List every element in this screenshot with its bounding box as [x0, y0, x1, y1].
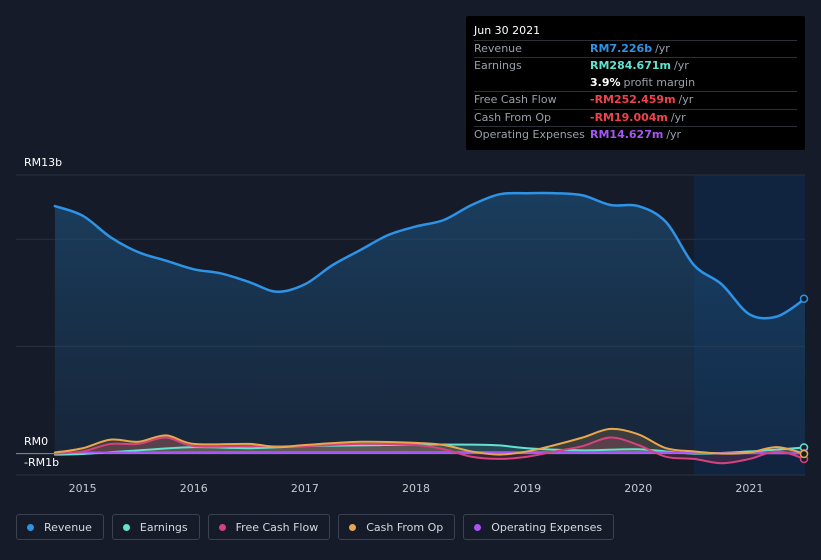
tooltip-row-value: RM284.671m	[590, 59, 671, 72]
tooltip-row-unit: /yr	[673, 59, 689, 72]
tooltip-date: Jun 30 2021	[474, 24, 541, 37]
tooltip-row-label	[474, 75, 590, 91]
tooltip-row-unit: /yr	[655, 41, 670, 55]
legend-dot-icon	[122, 523, 130, 531]
legend-label: Revenue	[44, 520, 92, 534]
tooltip-row-label: Free Cash Flow	[474, 93, 557, 106]
x-tick-label: 2020	[624, 482, 652, 495]
tooltip-row-label: Cash From Op	[474, 110, 552, 124]
series-endpoints	[799, 294, 809, 464]
legend-dot-icon	[474, 523, 482, 531]
series-lines	[53, 191, 807, 465]
tooltip-row-label: Earnings	[474, 59, 522, 72]
y-tick-label: RM0	[24, 435, 48, 448]
line-cash-from-op	[53, 427, 806, 456]
legend-dot-icon	[218, 523, 226, 531]
tooltip-row-value: -RM19.004m	[590, 110, 668, 124]
endpoint-cash-from-op	[799, 449, 809, 459]
tooltip-row-value: RM14.627m	[590, 128, 664, 141]
tooltip-row: Operating Expenses RM14.627m/yr	[474, 126, 797, 143]
legend-label: Free Cash Flow	[235, 520, 319, 534]
series-areas	[54, 193, 806, 464]
tooltip-row-label: Revenue	[474, 41, 522, 55]
endpoint-revenue	[799, 294, 809, 303]
tooltip-row-value: -RM252.459m	[590, 93, 676, 106]
legend-label: Earnings	[139, 520, 188, 534]
tooltip-row: 3.9% profit margin	[474, 75, 797, 91]
x-tick-label: 2016	[180, 482, 208, 495]
x-tick-label: 2021	[735, 482, 763, 495]
legend: Revenue Earnings Free Cash Flow Cash From O…	[16, 514, 615, 542]
tooltip-row-unit: profit margin	[623, 75, 696, 89]
tooltip-row: Earnings RM284.671m/yr	[474, 57, 797, 74]
legend-dot-icon	[27, 523, 34, 531]
x-tick-label: 2018	[402, 482, 430, 495]
y-tick-label: RM13b	[24, 156, 62, 169]
legend-item-revenue[interactable]: Revenue	[16, 514, 104, 540]
legend-label: Operating Expenses	[491, 520, 603, 534]
line-revenue	[53, 191, 807, 320]
tooltip-row: Cash From Op -RM19.004m/yr	[474, 108, 797, 126]
tooltip-row-value: RM7.226b	[590, 41, 653, 55]
legend-label: Cash From Op	[366, 520, 444, 534]
y-axis-labels: RM13b RM0 -RM1b	[24, 156, 62, 469]
tooltip-row-label: Operating Expenses	[474, 128, 585, 141]
area-free-cash-flow	[54, 437, 806, 464]
area-revenue	[54, 193, 806, 454]
x-axis-labels: 2015 2016 2017 2018 2019 2020 2021	[69, 482, 764, 495]
legend-item-earnings[interactable]: Earnings	[111, 514, 200, 540]
legend-dot-icon	[349, 523, 357, 531]
x-tick-label: 2015	[69, 482, 97, 495]
legend-item-cash-from-op[interactable]: Cash From Op	[338, 514, 456, 540]
tooltip-row-unit: /yr	[670, 110, 686, 124]
line-free-cash-flow	[53, 436, 806, 465]
tooltip-row: Revenue RM7.226b/yr	[474, 39, 797, 57]
legend-item-operating-expenses[interactable]: Operating Expenses	[463, 514, 615, 540]
tooltip-row-value: 3.9%	[590, 75, 621, 89]
tooltip-row-unit: /yr	[678, 93, 694, 106]
tooltip-panel: Jun 30 2021 Revenue RM7.226b/yr Earnings RM…	[466, 16, 805, 150]
legend-item-free-cash-flow[interactable]: Free Cash Flow	[207, 514, 331, 540]
y-tick-label: -RM1b	[24, 456, 59, 469]
x-tick-label: 2019	[513, 482, 541, 495]
tooltip-row-unit: /yr	[666, 128, 682, 141]
x-tick-label: 2017	[291, 482, 319, 495]
tooltip-row: Free Cash Flow -RM252.459m/yr	[474, 91, 797, 108]
tooltip-rows: Revenue RM7.226b/yr Earnings RM284.671m/yr 3…	[474, 39, 797, 144]
